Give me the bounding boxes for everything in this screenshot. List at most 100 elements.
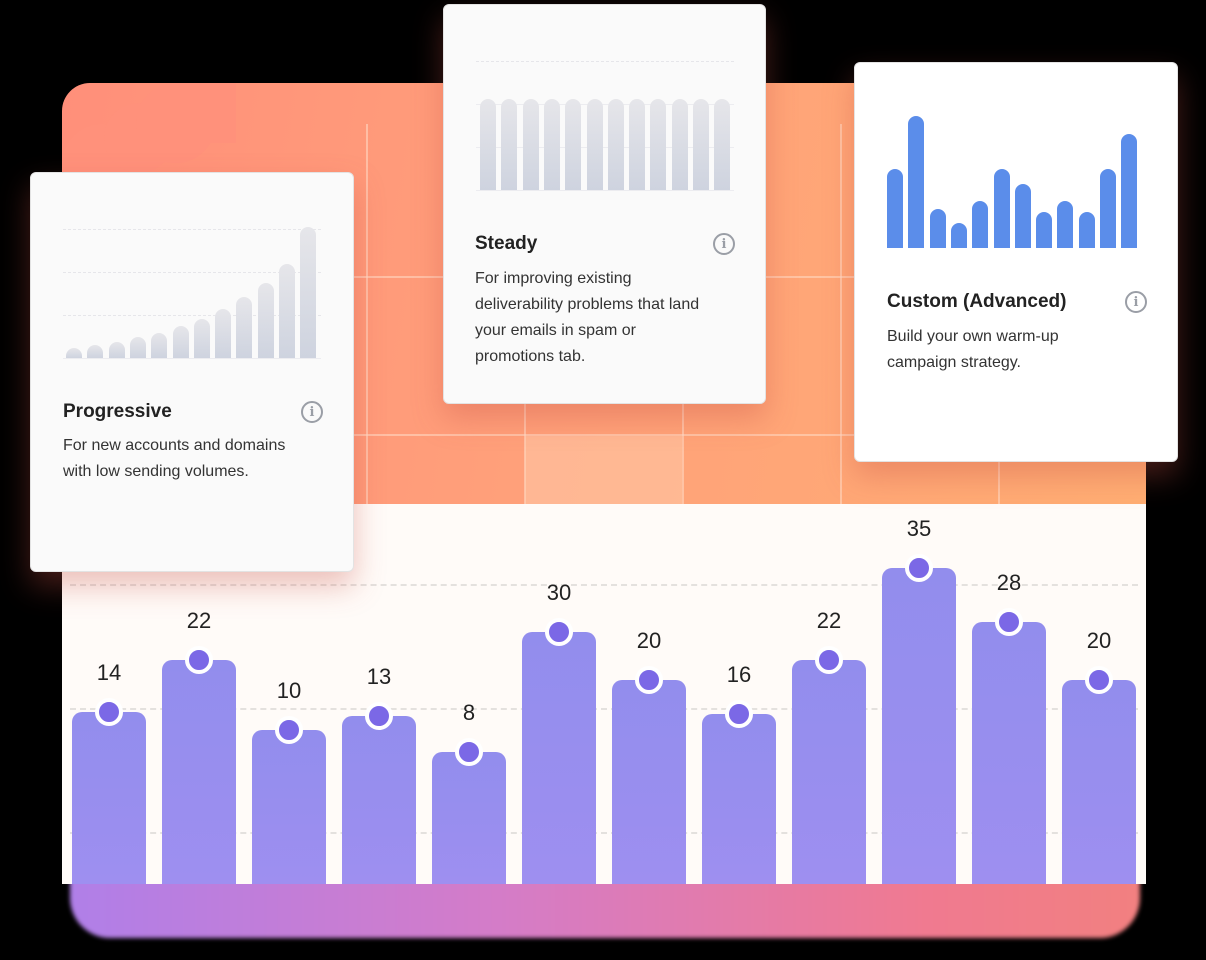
progressive-mini-chart: [66, 227, 322, 358]
card-description-line: Build your own warm-up: [887, 328, 1059, 345]
grid-line: [366, 124, 368, 523]
gridline-dashed: [70, 584, 1138, 586]
mini-chart-bar: [1014, 184, 1031, 248]
mini-chart-bar: [480, 99, 496, 190]
chart-value-label: 28: [996, 570, 1022, 595]
card-progressive[interactable]: Progressive i For new accounts and domai…: [30, 172, 354, 572]
mini-baseline: [476, 190, 734, 191]
mini-chart-bar: [993, 169, 1010, 248]
chart-value-label: 22: [186, 608, 212, 633]
mini-chart-bar: [87, 345, 104, 358]
chart-bar[interactable]: 22: [792, 608, 866, 884]
chart-bar[interactable]: 8: [432, 700, 506, 884]
chart-point-marker: [725, 700, 753, 728]
card-description: For new accounts and domains with low se…: [63, 433, 285, 485]
chart-point-marker: [905, 554, 933, 582]
gridline-dashed: [70, 708, 1138, 710]
chart-value-label: 8: [462, 700, 476, 725]
mini-chart-bar: [972, 201, 989, 248]
info-icon[interactable]: i: [301, 401, 323, 423]
grid-line: [62, 434, 1146, 436]
mini-chart-bar: [1036, 212, 1053, 248]
chart-point-marker: [95, 698, 123, 726]
mini-chart-bar: [1100, 169, 1116, 248]
gridline-dashed: [70, 832, 1138, 834]
grid-line: [840, 124, 842, 523]
chart-bar[interactable]: 14: [72, 660, 146, 884]
mini-chart-bar: [1078, 212, 1095, 248]
mini-chart-bar: [671, 99, 688, 190]
mini-gridline: [63, 315, 321, 316]
card-description-line: promotions tab.: [475, 348, 586, 365]
chart-point-marker: [995, 608, 1023, 636]
mini-gridline: [63, 272, 321, 273]
mini-gridline: [63, 229, 321, 230]
chart-point-marker: [635, 666, 663, 694]
chart-value-label: 10: [276, 678, 302, 703]
backdrop-bump-fill: [176, 83, 236, 143]
card-description-line: For new accounts and domains: [63, 437, 286, 454]
mini-chart-bar: [693, 99, 709, 190]
chart-value-label: 20: [1086, 628, 1112, 653]
card-description-line: with low sending volumes.: [63, 463, 249, 480]
chart-point-marker: [545, 618, 573, 646]
chart-bar[interactable]: 28: [972, 570, 1046, 884]
mini-chart-bar: [629, 99, 646, 190]
mini-chart-bar: [1057, 201, 1074, 248]
card-description-line: For improving existing: [475, 270, 632, 287]
chart-value-label: 35: [906, 516, 932, 541]
chart-point-marker: [185, 646, 213, 674]
mini-chart-bar: [586, 99, 603, 190]
mini-chart-bar: [950, 223, 967, 248]
mini-gridline: [476, 147, 734, 148]
mini-baseline: [63, 358, 321, 359]
mini-chart-bar: [129, 337, 146, 358]
card-title: Steady: [475, 233, 538, 254]
chart-value-label: 14: [96, 660, 122, 685]
mini-chart-bar: [650, 99, 667, 190]
chart-bar[interactable]: 22: [162, 608, 236, 884]
mini-gridline: [476, 61, 734, 62]
mini-chart-bar: [929, 209, 946, 248]
info-icon[interactable]: i: [713, 233, 735, 255]
chart-point-marker: [815, 646, 843, 674]
custom-mini-chart: [887, 116, 1143, 248]
chart-value-label: 20: [636, 628, 662, 653]
mini-chart-bar: [236, 297, 253, 358]
card-custom-advanced[interactable]: Custom (Advanced) i Build your own warm-…: [854, 62, 1178, 462]
chart-bar[interactable]: 20: [612, 628, 686, 884]
chart-value-label: 30: [546, 580, 572, 605]
mini-chart-bar: [501, 99, 518, 190]
steady-mini-chart: [480, 99, 736, 190]
chart-bar[interactable]: 20: [1062, 628, 1136, 884]
chart-value-label: 22: [816, 608, 842, 633]
card-description-line: campaign strategy.: [887, 354, 1021, 371]
mini-chart-bar: [887, 169, 903, 248]
info-icon[interactable]: i: [1125, 291, 1147, 313]
mini-chart-bar: [215, 309, 232, 358]
mini-chart-bar: [522, 99, 539, 190]
chart-bar[interactable]: 30: [522, 580, 596, 884]
card-description-line: deliverability problems that land: [475, 296, 700, 313]
chart-point-marker: [275, 716, 303, 744]
mini-chart-bar: [300, 227, 317, 358]
mini-chart-bar: [257, 283, 274, 358]
mini-chart-bar: [714, 99, 731, 190]
mini-chart-bar: [279, 264, 295, 358]
chart-bar[interactable]: 13: [342, 664, 416, 884]
chart-bar[interactable]: 35: [882, 516, 956, 884]
chart-point-marker: [365, 702, 393, 730]
mini-chart-bar: [193, 319, 210, 358]
chart-point-marker: [1085, 666, 1113, 694]
card-description: Build your own warm-up campaign strategy…: [887, 324, 1059, 376]
chart-bar[interactable]: 10: [252, 678, 326, 884]
card-steady[interactable]: Steady i For improving existing delivera…: [443, 4, 766, 404]
chart-bar[interactable]: 16: [702, 662, 776, 884]
card-description: For improving existing deliverability pr…: [475, 266, 699, 370]
mini-gridline: [476, 104, 734, 105]
card-title: Custom (Advanced): [887, 291, 1067, 312]
mini-chart-bar: [108, 342, 125, 358]
chart-value-label: 13: [366, 664, 392, 689]
mini-chart-bar: [607, 99, 624, 190]
card-title: Progressive: [63, 401, 172, 422]
